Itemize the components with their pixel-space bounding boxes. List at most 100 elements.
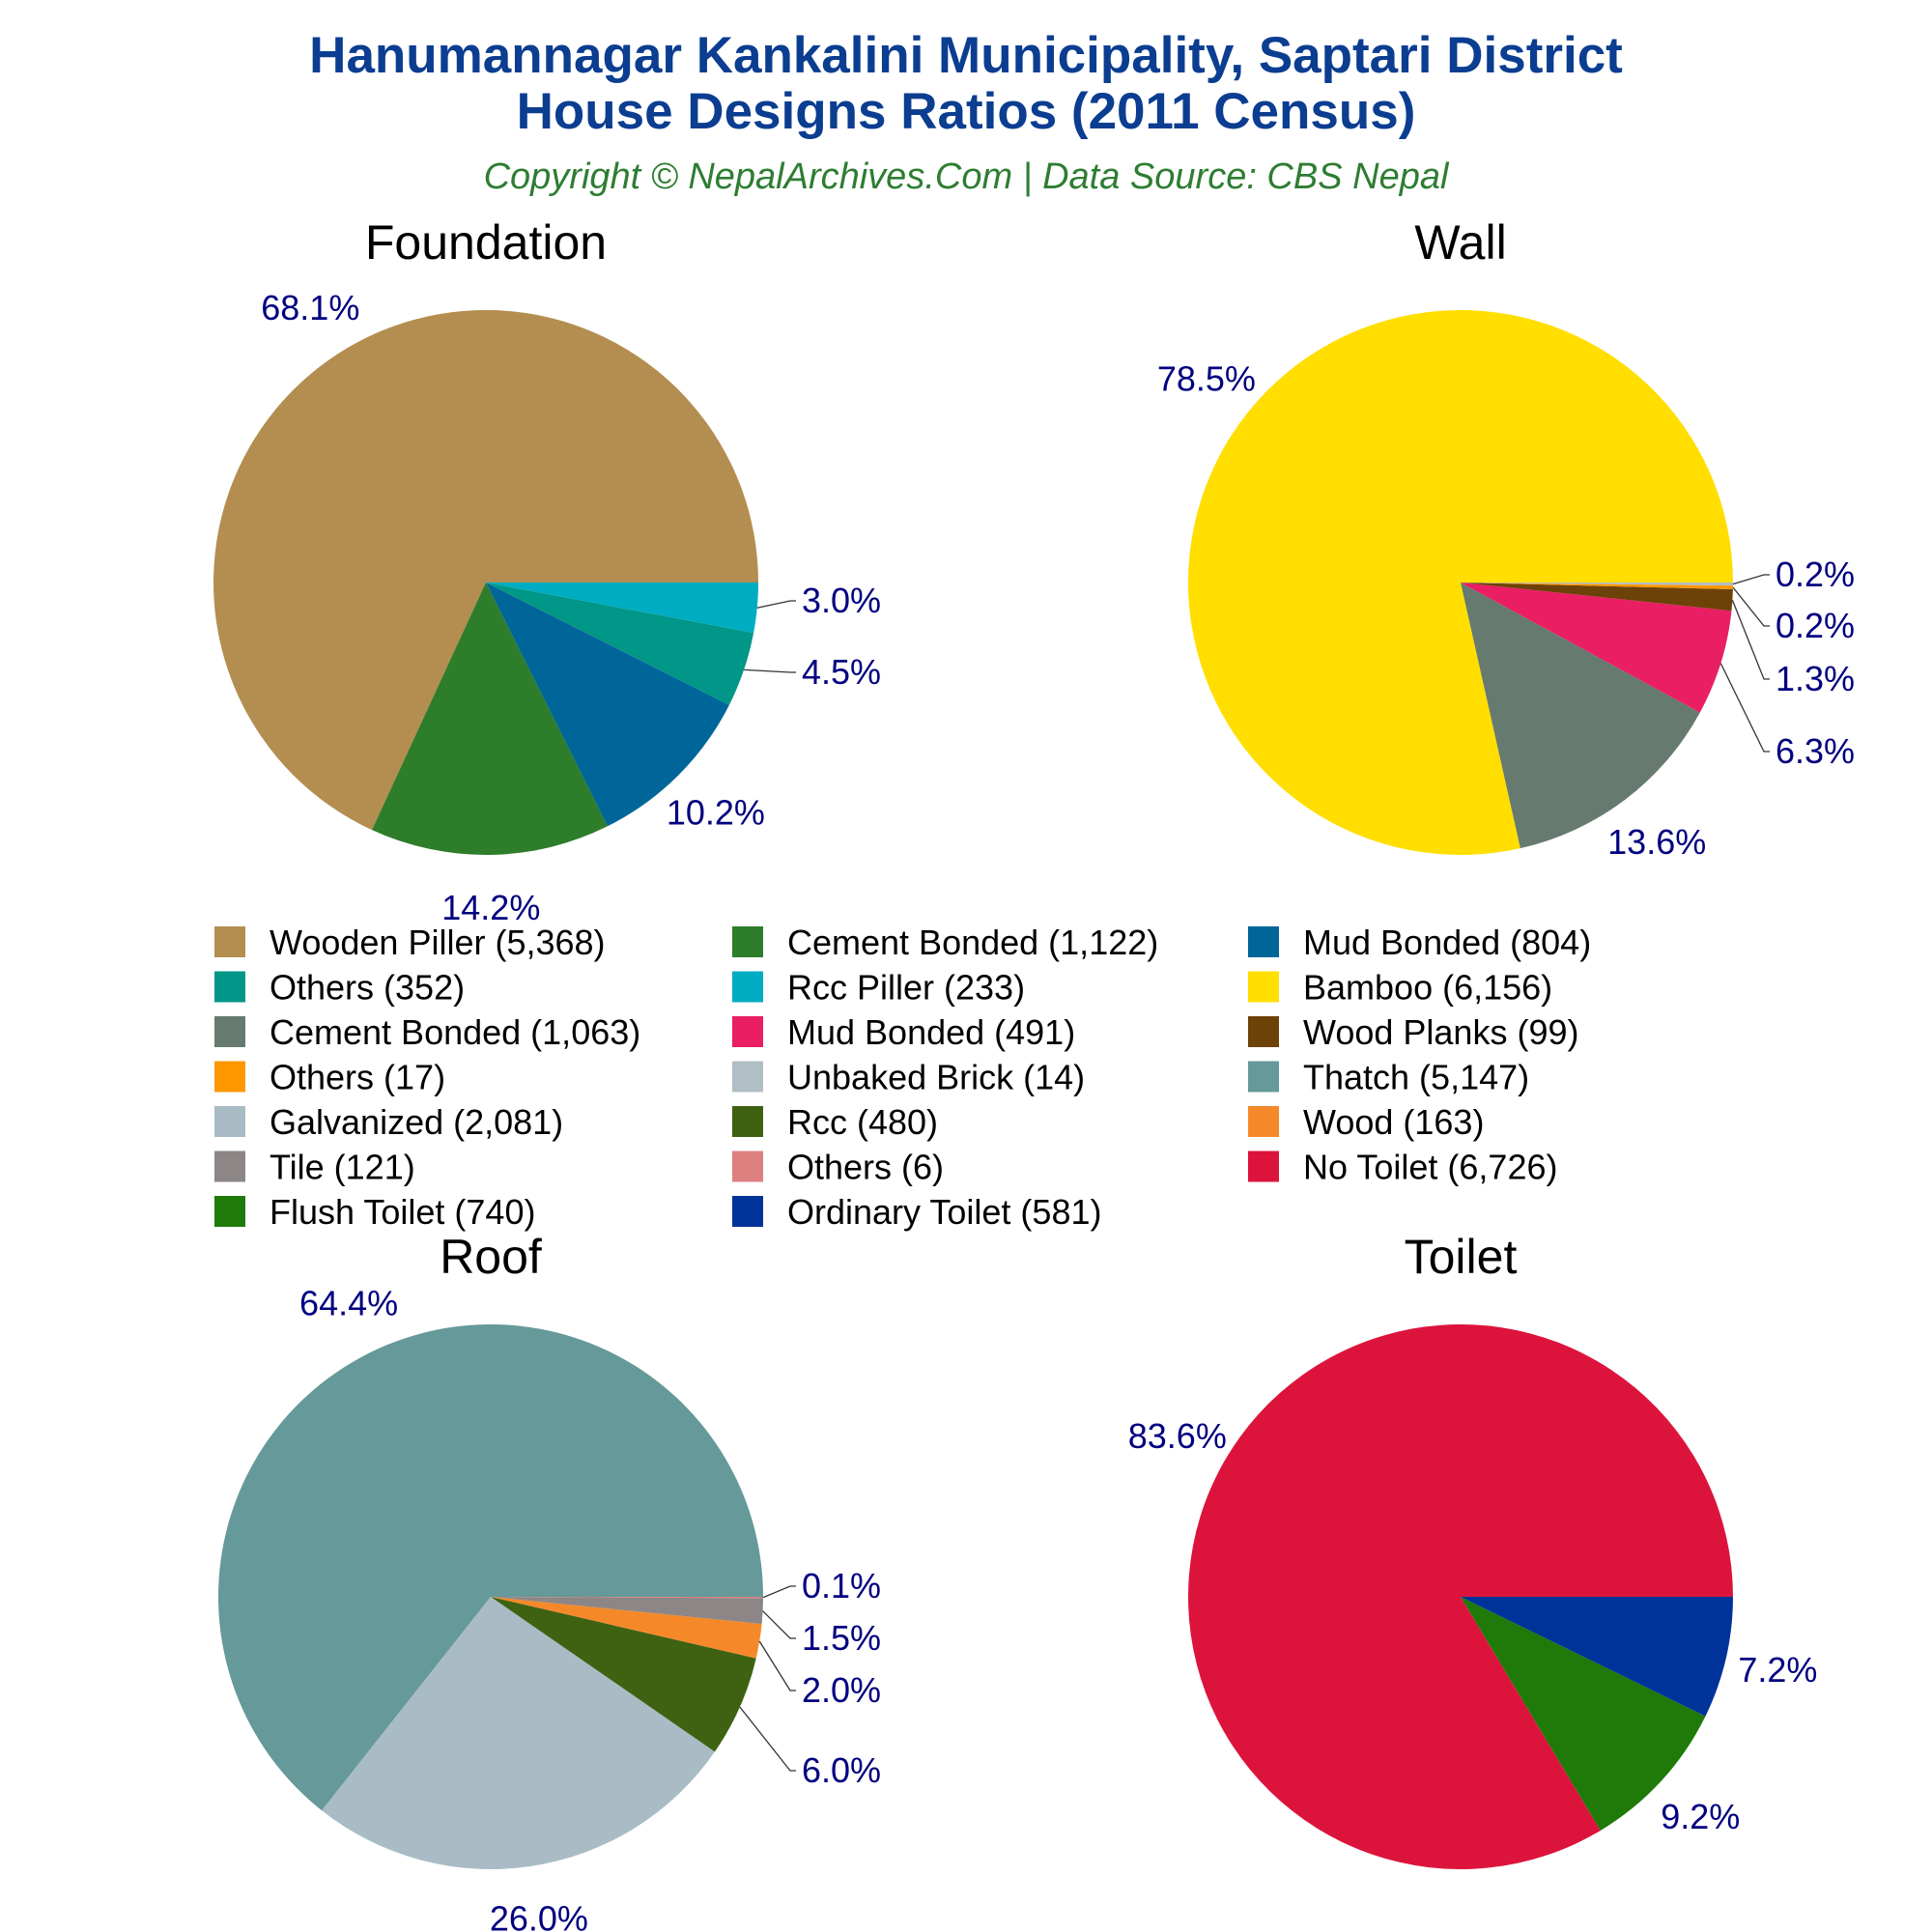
legend-item: Others (352) [214,968,465,1008]
legend-item: Rcc (480) [732,1102,938,1142]
pie-slice [491,1597,764,1599]
leader-line [1719,663,1770,753]
pie-title: Foundation [365,215,607,270]
legend-item: Wood Planks (99) [1248,1012,1578,1052]
legend-item: Thatch (5,147) [1248,1058,1529,1097]
legend-label: Tile (121) [270,1148,415,1187]
legend-swatch [214,1016,245,1047]
legend-label: Bamboo (6,156) [1303,968,1552,1008]
legend-swatch [732,1016,763,1047]
pie-slice [1461,582,1733,611]
leader-line [756,600,796,609]
slice-percent-label: 13.6% [1607,822,1706,862]
legend-label: Galvanized (2,081) [270,1102,563,1142]
leader-line [739,1706,796,1772]
pie-slice [217,1323,764,1811]
legend-item: Cement Bonded (1,122) [732,923,1158,962]
pie-roof: Roof 64.4% 26.0% 6.0% 2.0% 1.5% 0.1% [217,1230,881,1932]
legend-label: Ordinary Toilet (581) [787,1192,1101,1232]
pie-title: Roof [440,1230,542,1284]
slice-percent-label: 0.2% [1776,554,1855,594]
pie-slice [1461,582,1733,590]
legend-swatch [732,971,763,1003]
pie-title: Wall [1414,215,1506,270]
legend-swatch [1248,1151,1279,1182]
slice-percent-label: 9.2% [1661,1797,1740,1836]
leader-line [762,1610,796,1639]
slice-percent-label: 64.4% [299,1284,398,1323]
slice-percent-label: 26.0% [490,1898,588,1932]
legend-label: Others (6) [787,1148,944,1187]
legend-swatch [214,1061,245,1093]
legend-swatch [732,1196,763,1227]
legend-label: Others (352) [270,968,465,1008]
pie-slice [491,1597,762,1659]
legend-item: Unbaked Brick (14) [732,1058,1085,1097]
pie-slice [1461,1597,1706,1831]
pie-slice [1461,582,1733,586]
pie-slice [1461,582,1732,713]
leader-line [1732,586,1770,627]
legend-swatch [214,1151,245,1182]
slice-percent-label: 6.3% [1776,731,1855,771]
legend-item: Cement Bonded (1,063) [214,1012,640,1052]
chart-subtitle: Copyright © NepalArchives.Com | Data Sou… [484,156,1450,197]
leader-line [1732,574,1770,585]
legend-swatch [214,1196,245,1227]
pie-slice [1188,1324,1733,1870]
legend-label: Cement Bonded (1,063) [270,1012,640,1052]
legend-item: Bamboo (6,156) [1248,968,1552,1008]
legend-label: Unbaked Brick (14) [787,1058,1085,1097]
pie-slice [1461,1597,1733,1717]
legend-swatch [214,1106,245,1137]
pie-slice [322,1597,715,1869]
legend-item: Others (17) [214,1058,445,1097]
legend-item: Mud Bonded (804) [1248,923,1591,962]
legend-item: Wood (163) [1248,1102,1484,1142]
legend-swatch [1248,1106,1279,1137]
slice-percent-label: 7.2% [1738,1650,1817,1690]
legend: Wooden Piller (5,368) Cement Bonded (1,12… [214,923,1591,1232]
legend-swatch [732,1151,763,1182]
slice-percent-label: 1.5% [802,1618,881,1658]
legend-swatch [1248,1061,1279,1093]
pie-slice [1188,310,1733,856]
pie-toilet: Toilet 83.6% 9.2% 7.2% [1128,1230,1817,1870]
legend-item: Galvanized (2,081) [214,1102,563,1142]
slice-percent-label: 14.2% [441,888,540,927]
legend-swatch [214,971,245,1003]
legend-label: Cement Bonded (1,122) [787,923,1158,962]
legend-label: Rcc (480) [787,1102,938,1142]
legend-label: Thatch (5,147) [1303,1058,1529,1097]
pie-slice [213,310,759,831]
legend-item: No Toilet (6,726) [1248,1148,1557,1187]
pie-title: Toilet [1405,1230,1518,1284]
slice-percent-label: 10.2% [667,793,765,833]
slice-percent-label: 78.5% [1157,359,1256,399]
legend-label: Flush Toilet (740) [270,1192,535,1232]
legend-swatch [1248,1016,1279,1047]
legend-item: Others (6) [732,1148,944,1187]
chart-title-line1: Hanumannagar Kankalini Municipality, Sap… [309,27,1623,84]
legend-swatch [732,1061,763,1093]
chart-title-line2: House Designs Ratios (2011 Census) [517,83,1416,140]
legend-swatch [732,926,763,957]
legend-label: Others (17) [270,1058,445,1097]
leader-line [758,1640,796,1691]
legend-label: Wood Planks (99) [1303,1012,1578,1052]
legend-item: Wooden Piller (5,368) [214,923,606,962]
legend-item: Flush Toilet (740) [214,1192,535,1232]
legend-item: Rcc Piller (233) [732,968,1025,1008]
pie-wall: Wall 78.5% 13.6% 6.3% 1.3% 0.2% 0.2% [1157,215,1855,862]
slice-percent-label: 6.0% [802,1750,881,1790]
legend-label: Rcc Piller (233) [787,968,1025,1008]
legend-label: Wood (163) [1303,1102,1484,1142]
slice-percent-label: 0.2% [1776,606,1855,645]
legend-swatch [1248,971,1279,1003]
slice-percent-label: 68.1% [261,288,359,327]
leader-line [1731,599,1770,680]
legend-item: Mud Bonded (491) [732,1012,1075,1052]
pie-slice [372,582,608,855]
